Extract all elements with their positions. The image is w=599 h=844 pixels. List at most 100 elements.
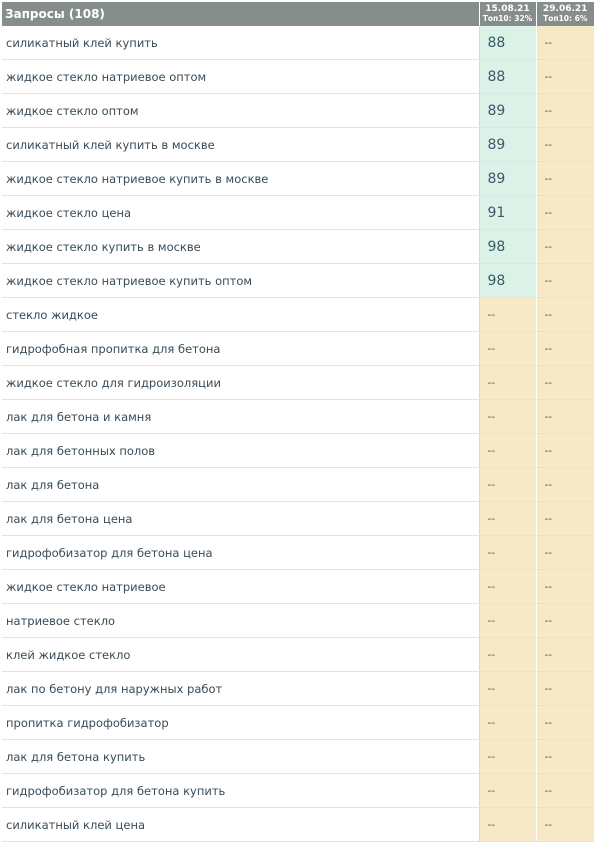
top10-label-1: Топ10: 32% [482, 14, 533, 23]
position-cell-date2: -- [536, 26, 594, 60]
table-row: жидкое стекло цена 91 -- [2, 195, 594, 230]
query-cell: лак для бетонных полов [2, 433, 480, 468]
query-cell: гидрофобизатор для бетона цена [2, 535, 480, 570]
table-row: лак для бетона -- -- [2, 467, 594, 502]
table-row: силикатный клей купить в москве 89 -- [2, 127, 594, 162]
position-cell-date1: 98 [479, 263, 537, 298]
table-row: лак для бетонных полов -- -- [2, 433, 594, 468]
position-cell-date1: 98 [479, 229, 537, 264]
position-cell-date2: -- [536, 807, 594, 842]
table-row: стекло жидкое -- -- [2, 297, 594, 332]
position-cell-date2: -- [536, 637, 594, 672]
table-row: гидрофобизатор для бетона цена -- -- [2, 535, 594, 570]
position-cell-date1: 89 [479, 127, 537, 162]
query-cell: стекло жидкое [2, 297, 480, 332]
query-cell: пропитка гидрофобизатор [2, 705, 480, 740]
position-cell-date2: -- [536, 331, 594, 366]
position-cell-date2: -- [536, 263, 594, 298]
position-cell-date1: -- [479, 773, 537, 808]
query-cell: жидкое стекло оптом [2, 93, 480, 128]
table-row: жидкое стекло купить в москве 98 -- [2, 229, 594, 264]
query-cell: жидкое стекло натриевое купить оптом [2, 263, 480, 298]
position-cell-date1: -- [479, 569, 537, 604]
position-cell-date1: -- [479, 501, 537, 536]
query-cell: гидрофобизатор для бетона купить [2, 773, 480, 808]
position-cell-date1: 89 [479, 93, 537, 128]
table-row: силикатный клей цена -- -- [2, 807, 594, 842]
position-cell-date1: -- [479, 705, 537, 740]
table-row: жидкое стекло натриевое купить оптом 98 -- [2, 263, 594, 298]
table-row: жидкое стекло натриевое -- -- [2, 569, 594, 604]
date-label-2: 29.06.21 [543, 4, 588, 14]
table-row: гидрофобизатор для бетона купить -- -- [2, 773, 594, 808]
top10-label-2: Топ10: 6% [543, 14, 588, 23]
position-cell-date1: -- [479, 807, 537, 842]
query-cell: лак для бетона купить [2, 739, 480, 774]
position-cell-date2: -- [536, 671, 594, 706]
position-cell-date1: -- [479, 365, 537, 400]
table-row: лак для бетона цена -- -- [2, 501, 594, 536]
position-cell-date1: -- [479, 399, 537, 434]
query-cell: жидкое стекло цена [2, 195, 480, 230]
query-cell: жидкое стекло для гидроизоляции [2, 365, 480, 400]
query-cell: лак по бетону для наружных работ [2, 671, 480, 706]
position-cell-date2: -- [536, 739, 594, 774]
table-body: силикатный клей купить 88 -- жидкое стекло … [2, 26, 594, 842]
position-cell-date2: -- [536, 569, 594, 604]
table-row: жидкое стекло оптом 89 -- [2, 93, 594, 128]
position-cell-date1: -- [479, 603, 537, 638]
position-cell-date1: -- [479, 739, 537, 774]
query-cell: силикатный клей купить [2, 26, 480, 60]
query-cell: лак для бетона и камня [2, 399, 480, 434]
position-cell-date2: -- [536, 535, 594, 570]
position-cell-date2: -- [536, 297, 594, 332]
position-cell-date1: -- [479, 331, 537, 366]
query-cell: лак для бетона цена [2, 501, 480, 536]
table-row: жидкое стекло натриевое оптом 88 -- [2, 59, 594, 94]
position-cell-date1: -- [479, 467, 537, 502]
table-header-row: Запросы (108) 15.08.21 Топ10: 32% 29.06.… [2, 2, 594, 26]
query-cell: гидрофобная пропитка для бетона [2, 331, 480, 366]
position-cell-date1: -- [479, 433, 537, 468]
position-cell-date2: -- [536, 127, 594, 162]
query-cell: жидкое стекло купить в москве [2, 229, 480, 264]
position-cell-date2: -- [536, 603, 594, 638]
position-cell-date1: 88 [479, 26, 537, 60]
table-row: лак по бетону для наружных работ -- -- [2, 671, 594, 706]
position-cell-date2: -- [536, 501, 594, 536]
position-cell-date2: -- [536, 93, 594, 128]
table-row: пропитка гидрофобизатор -- -- [2, 705, 594, 740]
position-cell-date2: -- [536, 773, 594, 808]
table-row: силикатный клей купить 88 -- [2, 26, 594, 60]
position-cell-date2: -- [536, 59, 594, 94]
query-cell: жидкое стекло натриевое купить в москве [2, 161, 480, 196]
position-cell-date1: 91 [479, 195, 537, 230]
query-cell: лак для бетона [2, 467, 480, 502]
position-cell-date2: -- [536, 705, 594, 740]
table-row: лак для бетона и камня -- -- [2, 399, 594, 434]
table-row: жидкое стекло натриевое купить в москве 8… [2, 161, 594, 196]
position-cell-date2: -- [536, 433, 594, 468]
queries-header[interactable]: Запросы (108) [2, 2, 480, 26]
date-column-header-2[interactable]: 29.06.21 Топ10: 6% [536, 2, 594, 26]
position-cell-date1: -- [479, 637, 537, 672]
query-cell: силикатный клей купить в москве [2, 127, 480, 162]
table-row: лак для бетона купить -- -- [2, 739, 594, 774]
query-cell: жидкое стекло натриевое оптом [2, 59, 480, 94]
position-cell-date2: -- [536, 399, 594, 434]
date-column-header-1[interactable]: 15.08.21 Топ10: 32% [479, 2, 537, 26]
query-cell: жидкое стекло натриевое [2, 569, 480, 604]
date-label-1: 15.08.21 [485, 4, 530, 14]
table-row: клей жидкое стекло -- -- [2, 637, 594, 672]
position-cell-date1: -- [479, 671, 537, 706]
position-cell-date1: 89 [479, 161, 537, 196]
table-row: натриевое стекло -- -- [2, 603, 594, 638]
position-cell-date1: 88 [479, 59, 537, 94]
position-cell-date1: -- [479, 297, 537, 332]
query-cell: силикатный клей цена [2, 807, 480, 842]
table-row: гидрофобная пропитка для бетона -- -- [2, 331, 594, 366]
position-cell-date2: -- [536, 467, 594, 502]
query-cell: натриевое стекло [2, 603, 480, 638]
